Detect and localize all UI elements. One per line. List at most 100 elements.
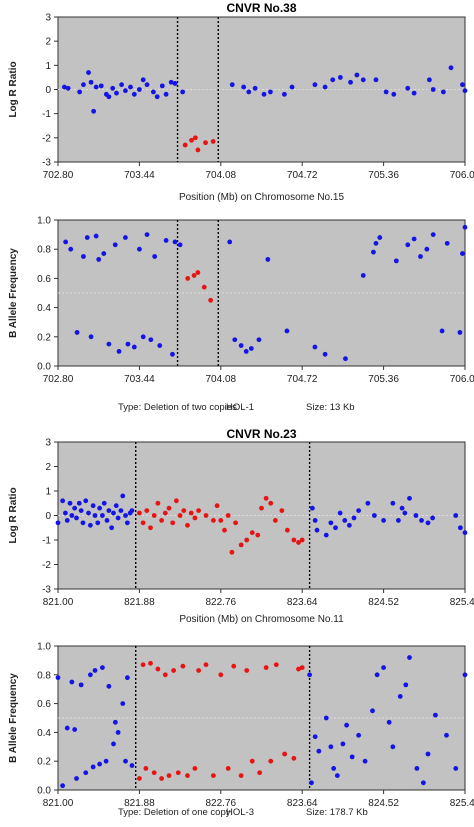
- data-point: [100, 665, 105, 670]
- data-point: [285, 527, 290, 533]
- data-point: [460, 82, 465, 88]
- data-point: [185, 522, 190, 528]
- caption-text: Size: 13 Kb: [306, 402, 355, 413]
- data-point: [340, 741, 346, 747]
- data-point: [381, 665, 386, 670]
- data-point: [453, 513, 459, 518]
- data-point: [244, 537, 250, 543]
- data-point: [312, 82, 318, 88]
- x-tick-label: 825.40: [450, 597, 474, 608]
- x-axis-label: Position (Mb) on Chromosome No.15: [179, 192, 345, 203]
- data-point: [81, 254, 86, 259]
- data-point: [131, 344, 137, 350]
- data-point: [370, 708, 375, 714]
- data-point: [188, 510, 194, 516]
- data-point: [243, 349, 249, 354]
- data-point: [114, 90, 119, 96]
- data-point: [371, 249, 376, 255]
- data-point: [195, 270, 201, 275]
- data-point: [81, 82, 86, 88]
- data-point: [211, 518, 216, 523]
- x-tick-label: 821.88: [124, 798, 155, 809]
- data-point: [296, 666, 301, 672]
- data-point: [309, 780, 314, 786]
- data-point: [140, 334, 146, 340]
- data-point: [420, 780, 426, 786]
- data-point: [424, 246, 430, 252]
- y-axis-label: Log R Ratio: [8, 487, 19, 543]
- x-tick-label: 824.52: [368, 798, 399, 809]
- data-point: [123, 235, 128, 240]
- data-point: [92, 513, 98, 518]
- data-point: [154, 94, 160, 100]
- data-point: [123, 758, 128, 764]
- data-point: [238, 343, 244, 348]
- data-point: [462, 224, 468, 230]
- data-point: [268, 500, 274, 506]
- data-point: [63, 239, 69, 245]
- data-point: [312, 518, 318, 523]
- data-point: [112, 719, 118, 725]
- data-point: [148, 525, 153, 531]
- data-point: [67, 500, 73, 506]
- data-point: [273, 662, 279, 668]
- data-point: [64, 725, 70, 731]
- data-point: [148, 660, 153, 666]
- data-point: [119, 82, 124, 88]
- data-point: [386, 719, 392, 725]
- data-point: [462, 88, 468, 94]
- x-tick-label: 704.08: [206, 374, 237, 385]
- data-point: [101, 500, 107, 506]
- data-point: [323, 715, 329, 721]
- data-point: [289, 84, 295, 90]
- plot-area: [57, 219, 466, 367]
- data-point: [360, 77, 366, 83]
- x-tick-label: 706.00: [450, 170, 474, 181]
- data-point: [397, 694, 403, 699]
- data-point: [430, 232, 436, 238]
- x-tick-label: 822.76: [206, 597, 237, 608]
- data-point: [115, 515, 121, 521]
- data-point: [373, 77, 379, 83]
- data-point: [101, 251, 107, 256]
- y-tick-label: 1.0: [37, 642, 51, 653]
- y-tick-label: 2: [45, 37, 51, 48]
- data-point: [348, 79, 353, 85]
- data-point: [425, 751, 431, 757]
- x-tick-label: 702.80: [43, 170, 74, 181]
- data-point: [337, 75, 343, 80]
- data-point: [69, 513, 75, 518]
- data-point: [175, 770, 181, 776]
- data-point: [281, 91, 287, 97]
- data-point: [291, 537, 297, 543]
- data-point: [159, 776, 165, 781]
- data-point: [411, 236, 417, 242]
- data-point: [137, 246, 142, 252]
- data-point: [414, 766, 420, 771]
- data-point: [296, 540, 301, 545]
- data-point: [98, 83, 104, 89]
- y-tick-label: 0.8: [37, 245, 51, 256]
- data-point: [374, 672, 380, 678]
- x-tick-label: 823.64: [287, 798, 318, 809]
- y-tick-label: 1: [45, 487, 51, 498]
- data-point: [157, 343, 163, 348]
- y-tick-label: 3: [45, 13, 51, 24]
- data-point: [316, 748, 322, 754]
- data-point: [96, 257, 102, 262]
- data-point: [65, 85, 71, 91]
- y-tick-label: 1: [45, 61, 51, 72]
- x-tick-label: 822.76: [206, 798, 237, 809]
- data-point: [191, 273, 197, 278]
- data-point: [244, 668, 250, 673]
- x-tick-label: 703.44: [124, 170, 155, 181]
- x-tick-label: 706.00: [450, 374, 474, 385]
- data-point: [88, 334, 94, 340]
- y-axis-label: B Allele Frequency: [8, 673, 19, 763]
- data-point: [312, 344, 318, 350]
- series-cnv: [185, 270, 214, 303]
- x-tick-label: 704.72: [287, 374, 318, 385]
- data-point: [291, 755, 297, 761]
- data-point: [383, 89, 389, 95]
